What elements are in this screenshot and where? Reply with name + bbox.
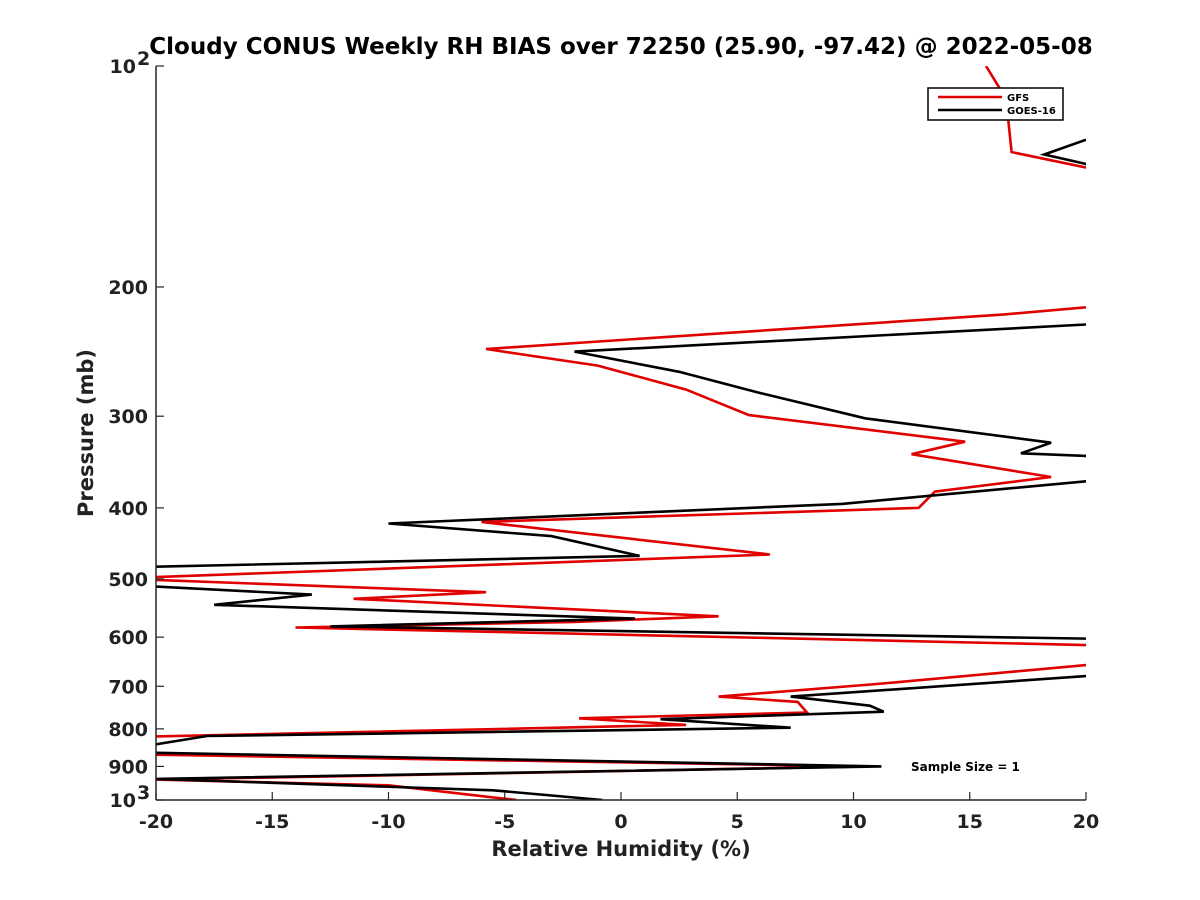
x-axis-label: Relative Humidity (%) — [491, 837, 750, 861]
x-tick-label: -10 — [371, 811, 405, 833]
legend-label-gfs: GFS — [1007, 93, 1029, 104]
x-ticks: -20 -15 -10 -5 0 5 10 15 20 — [139, 792, 1099, 833]
y-tick-label: 600 — [108, 627, 148, 649]
legend-box — [927, 87, 1064, 121]
y-tick-label: 10 — [110, 790, 136, 812]
y-tick-label: 500 — [108, 569, 148, 591]
y-tick-label: 800 — [108, 719, 148, 741]
legend: GFS GOES-16 — [927, 87, 1064, 121]
x-tick-label: -5 — [494, 811, 515, 833]
y-tick-exponent: 3 — [137, 782, 150, 804]
y-tick-label: 400 — [108, 498, 148, 520]
series-line-gfs — [156, 66, 1086, 800]
x-tick-label: -20 — [139, 811, 173, 833]
y-tick-label: 700 — [108, 676, 148, 698]
x-tick-label: 5 — [731, 811, 744, 833]
legend-label-goes16: GOES-16 — [1007, 106, 1056, 117]
y-tick-exponent: 2 — [137, 48, 150, 70]
series-layer — [156, 66, 1086, 800]
y-tick-label: 300 — [108, 406, 148, 428]
sample-size-annotation: Sample Size = 1 — [911, 760, 1020, 774]
y-tick-label: 10 — [110, 56, 136, 78]
axes-layer — [155, 66, 1086, 801]
y-tick-label: 900 — [108, 756, 148, 778]
x-tick-label: 0 — [614, 811, 627, 833]
x-tick-label: 20 — [1073, 811, 1099, 833]
y-tick-label: 200 — [108, 277, 148, 299]
x-tick-label: 10 — [840, 811, 866, 833]
y-axis-label: Pressure (mb) — [74, 349, 98, 517]
chart-title: Cloudy CONUS Weekly RH BIAS over 72250 (… — [149, 34, 1092, 60]
x-tick-label: -15 — [255, 811, 289, 833]
series-line-goes16 — [156, 138, 1086, 800]
x-tick-label: 15 — [957, 811, 983, 833]
